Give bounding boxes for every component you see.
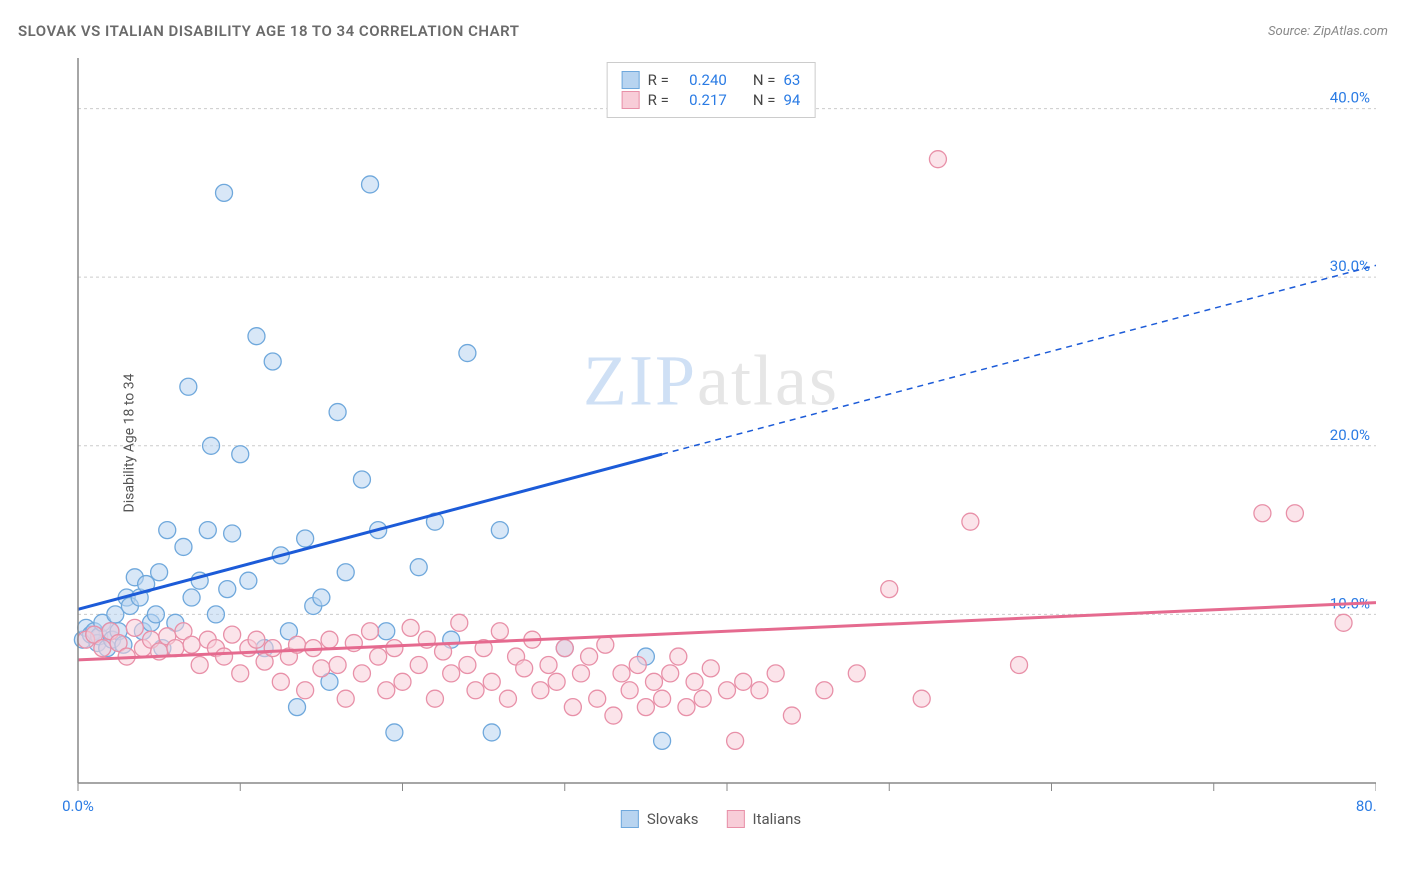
y-axis-label: Disability Age 18 to 34 [121, 374, 137, 513]
legend-label: Italians [753, 810, 802, 828]
svg-text:80.0%: 80.0% [1356, 797, 1376, 815]
series-italians [78, 151, 1352, 750]
scatter-chart: 10.0%20.0%30.0%40.0%0.0%80.0% [46, 58, 1376, 828]
correlation-legend: R = 0.240 N = 63 R = 0.217 N = 94 [607, 62, 816, 118]
legend-swatch [622, 71, 640, 89]
correlation-row: R = 0.217 N = 94 [622, 91, 801, 109]
svg-text:30.0%: 30.0% [1330, 257, 1370, 275]
plot-area: Disability Age 18 to 34 ZIPatlas 10.0%20… [46, 58, 1376, 828]
n-value: 63 [783, 71, 800, 89]
legend-swatch [622, 91, 640, 109]
r-value: 0.240 [677, 71, 727, 89]
source-label: Source: ZipAtlas.com [1268, 24, 1388, 39]
legend-item: Italians [727, 810, 802, 828]
legend-item: Slovaks [621, 810, 699, 828]
legend-swatch [727, 810, 745, 828]
r-label: R = [648, 91, 669, 109]
correlation-row: R = 0.240 N = 63 [622, 71, 801, 89]
chart-title: SLOVAK VS ITALIAN DISABILITY AGE 18 TO 3… [18, 22, 519, 40]
legend-label: Slovaks [647, 810, 699, 828]
svg-text:20.0%: 20.0% [1330, 426, 1370, 444]
svg-text:40.0%: 40.0% [1330, 89, 1370, 107]
r-value: 0.217 [677, 91, 727, 109]
r-label: R = [648, 71, 669, 89]
n-label: N = [753, 91, 776, 109]
n-value: 94 [783, 91, 800, 109]
n-label: N = [753, 71, 776, 89]
legend-swatch [621, 810, 639, 828]
x-axis-legend: Slovaks Italians [621, 810, 801, 828]
svg-text:0.0%: 0.0% [62, 797, 94, 815]
